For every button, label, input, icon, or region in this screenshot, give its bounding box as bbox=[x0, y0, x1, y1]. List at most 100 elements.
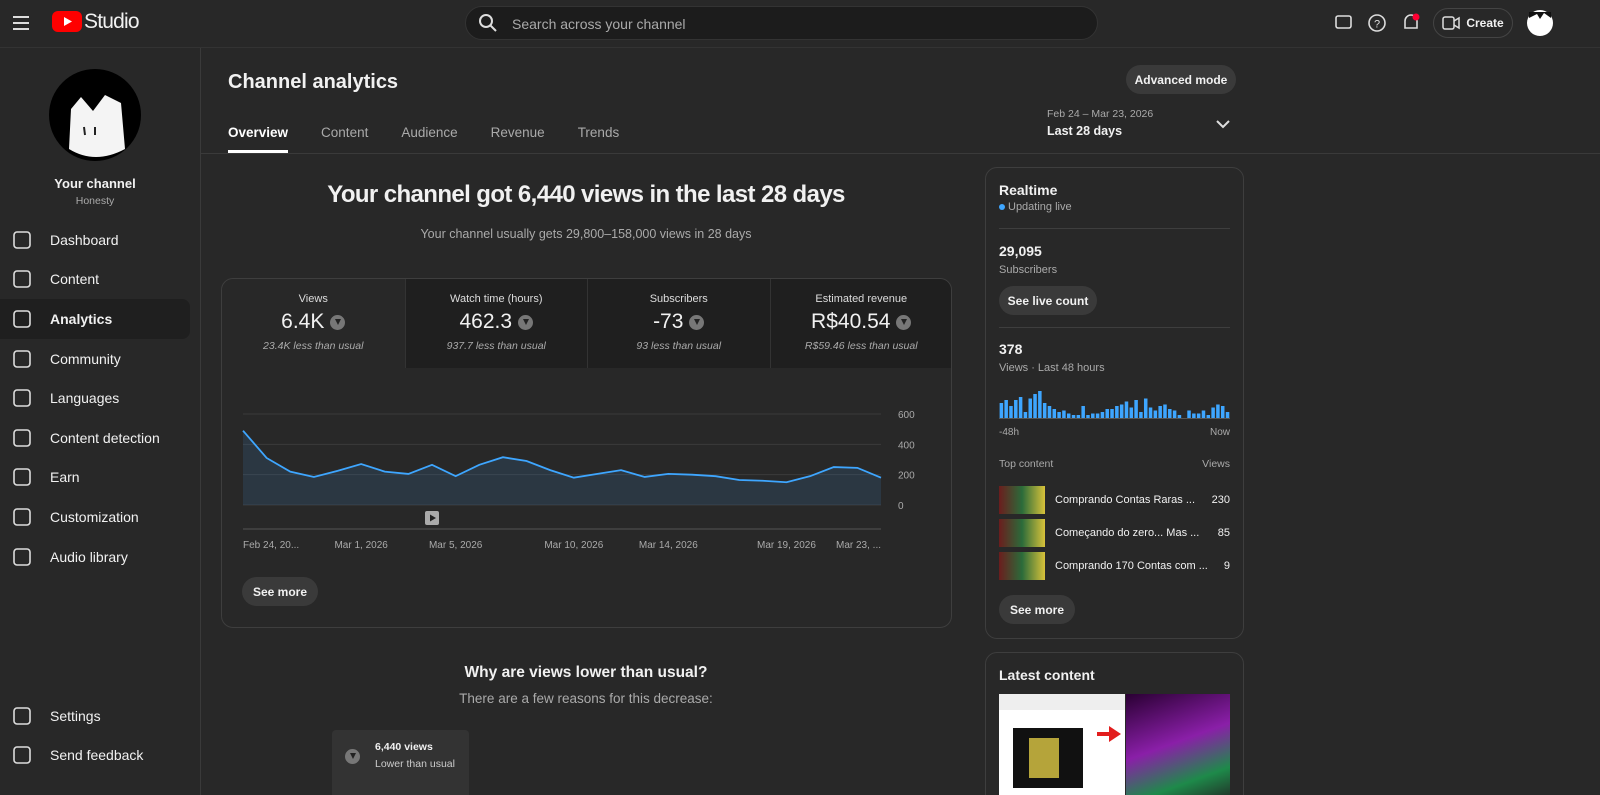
metric-tabs: Views 6.4K 23.4K less than usual Watch time… bbox=[222, 279, 952, 368]
nav-icon bbox=[13, 349, 31, 368]
reasons-subtitle: There are a few reasons for this decreas… bbox=[459, 691, 713, 706]
latest-title: Latest content bbox=[999, 667, 1095, 683]
bar bbox=[1216, 404, 1220, 418]
x-tick-label: Mar 5, 2026 bbox=[429, 540, 483, 551]
search-icon bbox=[479, 14, 497, 32]
bar bbox=[1163, 404, 1167, 418]
nav-item[interactable]: Content detection bbox=[0, 418, 190, 458]
feedback-icon[interactable] bbox=[1334, 13, 1354, 33]
advanced-mode-button[interactable]: Advanced mode bbox=[1126, 65, 1236, 94]
period-dropdown[interactable] bbox=[1215, 117, 1231, 131]
thumb-figure bbox=[1029, 738, 1059, 778]
metric-note: 23.4K less than usual bbox=[263, 340, 364, 352]
tab[interactable]: Revenue bbox=[490, 125, 545, 140]
live-count-button[interactable]: See live count bbox=[999, 286, 1097, 315]
nav-item[interactable]: Customization bbox=[0, 497, 190, 537]
nav-label: Content detection bbox=[50, 429, 160, 446]
tab[interactable]: Overview bbox=[228, 125, 289, 153]
tab[interactable]: Audience bbox=[401, 125, 458, 140]
nav-label: Dashboard bbox=[50, 231, 119, 248]
bar bbox=[1148, 407, 1153, 418]
metric-note: 93 less than usual bbox=[636, 340, 722, 352]
x-tick-label: Mar 14, 2026 bbox=[639, 540, 698, 551]
top-content-item[interactable]: Comprando 170 Contas com ... 9 bbox=[999, 552, 1230, 580]
down-icon bbox=[345, 749, 360, 764]
nav-icon bbox=[13, 310, 31, 328]
nav-item[interactable]: Audio library bbox=[0, 537, 190, 577]
line bbox=[242, 430, 882, 484]
tab[interactable]: Content bbox=[321, 125, 369, 140]
x-tick-label: Mar 19, 2026 bbox=[757, 540, 816, 551]
nav-item[interactable]: Send feedback bbox=[0, 736, 190, 776]
metric-tab[interactable]: Subscribers -73 93 less than usual bbox=[587, 279, 770, 368]
divider bbox=[201, 153, 1600, 154]
thumbnail bbox=[999, 552, 1045, 580]
logo-icon[interactable] bbox=[52, 11, 82, 33]
realtime-card: Realtime Updating live 29,095 Subscriber… bbox=[985, 167, 1244, 639]
nav-label: Customization bbox=[50, 508, 139, 525]
bar bbox=[1076, 415, 1081, 418]
bar bbox=[1187, 410, 1191, 418]
nav-item[interactable]: Earn bbox=[0, 458, 190, 498]
top-content-item[interactable]: Comprando Contas Raras ... 230 bbox=[999, 486, 1230, 514]
down-icon bbox=[518, 314, 534, 330]
nav-label: Audio library bbox=[50, 548, 128, 565]
divider bbox=[999, 327, 1230, 328]
headline: Your channel got 6,440 views in the last… bbox=[327, 181, 845, 208]
period[interactable]: Last 28 days bbox=[1047, 124, 1123, 138]
account-avatar[interactable] bbox=[1527, 10, 1553, 36]
create-button[interactable]: Create bbox=[1433, 8, 1513, 38]
svg-text:?: ? bbox=[1374, 19, 1380, 31]
bar bbox=[1211, 407, 1215, 418]
bar bbox=[1134, 400, 1138, 418]
menu-button[interactable] bbox=[12, 13, 32, 33]
bar bbox=[1023, 412, 1028, 418]
nav-label: Content bbox=[50, 271, 100, 288]
logo-text[interactable]: Studio bbox=[84, 10, 140, 33]
nav-item[interactable]: Analytics bbox=[0, 299, 190, 339]
metric-tab[interactable]: Estimated revenue R$40.54 R$59.46 less tha… bbox=[769, 279, 952, 368]
latest-thumb-2[interactable] bbox=[1126, 694, 1230, 795]
bar bbox=[1129, 407, 1134, 418]
sidebar: Your channel Honesty Dashboard Content Ana… bbox=[0, 48, 201, 795]
nav-icon bbox=[13, 270, 31, 289]
bar bbox=[1100, 412, 1105, 418]
nav-item[interactable]: Content bbox=[0, 260, 190, 300]
metric-tab[interactable]: Watch time (hours) 462.3 937.7 less than u… bbox=[404, 279, 587, 368]
nav-item[interactable]: Community bbox=[0, 339, 190, 379]
x-tick-label: -48h bbox=[999, 427, 1019, 438]
reason-value: 6,440 views bbox=[375, 741, 433, 753]
notifications-icon[interactable] bbox=[1400, 12, 1422, 34]
nav-item[interactable]: Dashboard bbox=[0, 220, 190, 260]
bar bbox=[1143, 398, 1148, 418]
metric-value-row: -73 bbox=[588, 310, 770, 334]
page-title: Channel analytics bbox=[228, 71, 399, 93]
create-icon bbox=[1442, 16, 1461, 30]
reason-card[interactable]: 6,440 views Lower than usual bbox=[332, 730, 469, 795]
metric-value-row: R$40.54 bbox=[771, 310, 952, 334]
nav-item[interactable]: Languages bbox=[0, 378, 190, 418]
y-tick-label: 200 bbox=[898, 471, 915, 482]
nav-label: Earn bbox=[50, 469, 80, 486]
latest-thumb[interactable] bbox=[999, 694, 1125, 795]
nav-item[interactable]: Settings bbox=[0, 696, 190, 736]
nav-label: Analytics bbox=[50, 310, 113, 327]
y-tick-label: 400 bbox=[898, 440, 915, 451]
icon-shape bbox=[13, 349, 31, 368]
metric-tab[interactable]: Views 6.4K 23.4K less than usual bbox=[222, 279, 405, 368]
top-content-item[interactable]: Começando do zero... Mas ... 85 bbox=[999, 519, 1230, 547]
area bbox=[243, 430, 881, 505]
tab[interactable]: Trends bbox=[577, 125, 620, 140]
see-more-button[interactable]: See more bbox=[242, 577, 318, 606]
item-title: Comprando 170 Contas com ... bbox=[1055, 560, 1208, 572]
help-icon[interactable]: ? bbox=[1367, 13, 1387, 33]
search-box[interactable]: Search across your channel bbox=[465, 6, 1098, 40]
bar bbox=[1081, 406, 1085, 418]
live-dot bbox=[999, 204, 1005, 210]
bar bbox=[1196, 413, 1201, 418]
views-chart: 0 200 400 600 Feb 24, 20... Mar 1, 2026 Mar 5,… bbox=[242, 410, 915, 551]
channel-avatar[interactable] bbox=[49, 69, 141, 161]
see-more-button[interactable]: See more bbox=[999, 595, 1075, 624]
metric-note: R$59.46 less than usual bbox=[804, 340, 918, 352]
